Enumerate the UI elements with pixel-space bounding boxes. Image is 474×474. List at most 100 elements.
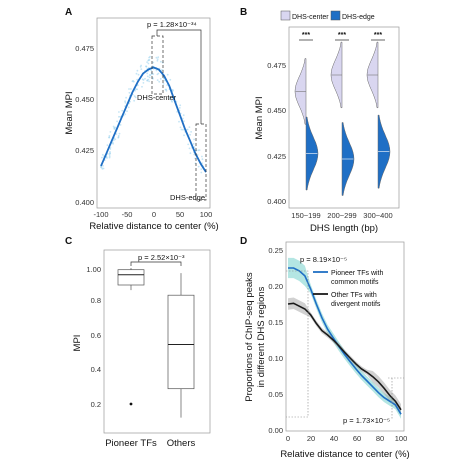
significance-stars: *** xyxy=(302,32,310,39)
scatter-point xyxy=(148,80,151,83)
scatter-point xyxy=(192,143,195,145)
x-tick-label: Others xyxy=(167,438,196,449)
legend-label-other-1: Other TFs with xyxy=(331,292,377,299)
box-Others xyxy=(167,294,195,390)
panel-a: A p = 1.28×10⁻³⁴ DHS-center DHS-edge 0.4… xyxy=(64,7,219,232)
scatter-point xyxy=(180,128,183,131)
x-tick-label: 200~299 xyxy=(327,211,356,220)
panel-letter-a: A xyxy=(65,7,72,18)
significance-stars: *** xyxy=(374,32,382,39)
y-tick-label: 0.6 xyxy=(91,331,101,340)
scatter-point xyxy=(118,111,120,113)
scatter-point xyxy=(134,96,137,99)
scatter-point xyxy=(166,73,169,76)
panel-a-edge-label: DHS-edge xyxy=(170,193,205,202)
scatter-point xyxy=(169,78,172,81)
y-tick-label: 0.2 xyxy=(91,400,101,409)
scatter-point xyxy=(148,59,151,61)
y-tick-label: 0.4 xyxy=(91,365,101,374)
y-tick-label: 1.00 xyxy=(86,265,101,274)
y-tick-label: 0.425 xyxy=(75,146,94,155)
scatter-point xyxy=(128,88,130,90)
panel-letter-b: B xyxy=(240,7,247,18)
scatter-point xyxy=(144,77,146,80)
scatter-point xyxy=(131,80,134,83)
panel-a-pvalue: p = 1.28×10⁻³⁴ xyxy=(147,20,197,29)
x-tick-label: -100 xyxy=(93,210,108,219)
scatter-point xyxy=(142,82,145,84)
scatter-point xyxy=(130,88,132,90)
scatter-point xyxy=(162,83,165,85)
scatter-point xyxy=(183,134,185,137)
scatter-point xyxy=(109,151,111,153)
scatter-point xyxy=(124,113,127,116)
panel-d-x-title: Relative distance to center (%) xyxy=(280,449,409,460)
x-tick-label: 80 xyxy=(376,434,384,443)
legend-label-pioneer-2: common motifs xyxy=(331,279,379,286)
scatter-point xyxy=(113,127,116,130)
scatter-point xyxy=(169,96,172,98)
scatter-point xyxy=(145,65,147,68)
scatter-point xyxy=(159,78,162,80)
scatter-point xyxy=(160,60,162,63)
y-tick-label: 0.10 xyxy=(268,354,283,363)
scatter-point xyxy=(137,73,140,76)
scatter-point xyxy=(176,111,179,113)
legend-label-pioneer-1: Pioneer TFs with xyxy=(331,270,383,277)
scatter-point xyxy=(108,135,111,137)
scatter-point xyxy=(135,72,138,75)
scatter-point xyxy=(156,58,159,60)
scatter-point xyxy=(155,56,158,59)
scatter-point xyxy=(101,168,104,170)
scatter-point xyxy=(178,120,180,123)
scatter-point xyxy=(179,104,182,107)
scatter-point xyxy=(101,153,104,156)
scatter-point xyxy=(146,61,149,63)
panel-b-violins xyxy=(294,41,391,196)
panel-a-x-title: Relative distance to center (%) xyxy=(89,221,218,232)
scatter-point xyxy=(125,96,127,99)
scatter-point xyxy=(178,107,181,109)
scatter-point xyxy=(147,62,150,65)
panel-d-x-ticks: 0 20 40 60 80 100 xyxy=(286,434,407,443)
scatter-point xyxy=(134,89,136,92)
scatter-point xyxy=(164,88,167,91)
scatter-point xyxy=(141,78,144,81)
scatter-point xyxy=(174,96,177,99)
scatter-point xyxy=(101,156,103,159)
y-tick-label: 0.15 xyxy=(268,318,283,327)
x-tick-label: 20 xyxy=(307,434,315,443)
scatter-point xyxy=(135,88,137,91)
scatter-point xyxy=(152,61,155,64)
panel-b-y-ticks: 0.400 0.425 0.450 0.475 xyxy=(267,61,286,206)
scatter-point xyxy=(133,99,136,102)
scatter-point xyxy=(124,101,127,104)
panel-b: B DHS-center DHS-edge *** *** *** 0.400 … xyxy=(240,7,400,234)
scatter-point xyxy=(197,165,200,168)
scatter-point xyxy=(128,91,131,94)
scatter-point xyxy=(190,131,193,133)
scatter-point xyxy=(106,144,109,147)
scatter-point xyxy=(148,74,151,76)
panel-d-lines xyxy=(287,257,402,419)
scatter-point xyxy=(115,133,118,135)
scatter-point xyxy=(124,100,126,103)
scatter-point xyxy=(169,97,171,100)
x-tick-label: 50 xyxy=(176,210,184,219)
y-tick-label: 0.450 xyxy=(267,106,286,115)
x-tick-label: -50 xyxy=(122,210,133,219)
scatter-point xyxy=(114,138,117,141)
panel-a-mean-line xyxy=(100,66,207,173)
panel-c-pvalue: p = 2.52×10⁻³ xyxy=(138,253,185,262)
scatter-point xyxy=(136,69,139,72)
scatter-point xyxy=(140,68,143,70)
scatter-point xyxy=(156,73,159,76)
x-tick-label: 40 xyxy=(330,434,338,443)
panel-letter-c: C xyxy=(65,236,72,247)
scatter-point xyxy=(119,124,122,126)
scatter-point xyxy=(127,106,130,109)
scatter-point xyxy=(156,79,159,81)
scatter-point xyxy=(189,133,192,136)
series-line-1 xyxy=(287,302,402,411)
